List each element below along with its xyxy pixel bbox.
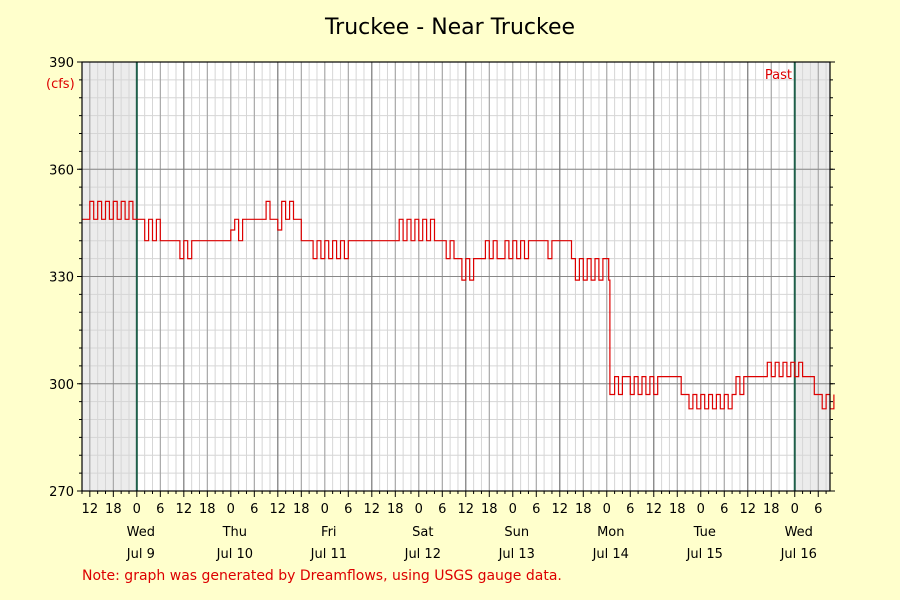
x-hour-label: 18 <box>763 502 780 517</box>
day-date-label: Jul 13 <box>498 547 535 562</box>
x-hour-label: 0 <box>133 502 141 517</box>
x-hour-label: 12 <box>270 502 287 517</box>
x-hour-label: 18 <box>199 502 216 517</box>
y-tick-label: 270 <box>49 485 74 500</box>
day-weekday-label: Fri <box>321 525 337 540</box>
day-date-label: Jul 15 <box>686 547 723 562</box>
x-hour-label: 12 <box>458 502 475 517</box>
day-weekday-label: Wed <box>127 525 155 540</box>
x-hour-label: 12 <box>176 502 193 517</box>
x-hour-label: 18 <box>293 502 310 517</box>
x-hour-label: 12 <box>739 502 756 517</box>
day-weekday-label: Sun <box>504 525 529 540</box>
x-hour-label: 0 <box>603 502 611 517</box>
x-hour-label: 0 <box>227 502 235 517</box>
flow-series-line-0 <box>82 200 835 410</box>
day-date-label: Jul 9 <box>126 547 155 562</box>
x-hour-label: 6 <box>250 502 258 517</box>
x-hour-label: 6 <box>814 502 822 517</box>
y-tick-label: 390 <box>49 56 74 71</box>
x-hour-label: 18 <box>669 502 686 517</box>
day-date-label: Jul 11 <box>310 547 347 562</box>
x-hour-label: 18 <box>481 502 498 517</box>
x-hour-label: 12 <box>645 502 662 517</box>
day-weekday-label: Sat <box>412 525 433 540</box>
y-tick-label: 360 <box>49 163 74 178</box>
x-hour-label: 6 <box>626 502 634 517</box>
x-hour-label: 0 <box>791 502 799 517</box>
day-date-label: Jul 14 <box>592 547 629 562</box>
x-hour-label: 6 <box>532 502 540 517</box>
x-hour-label: 12 <box>552 502 569 517</box>
x-hour-label: 0 <box>509 502 517 517</box>
x-hour-label: 18 <box>387 502 404 517</box>
x-hour-label: 18 <box>105 502 122 517</box>
y-unit-label: (cfs) <box>46 77 75 92</box>
x-hour-label: 6 <box>156 502 164 517</box>
day-date-label: Jul 10 <box>216 547 253 562</box>
footer-note: Note: graph was generated by Dreamflows,… <box>82 568 562 584</box>
y-tick-label: 330 <box>49 271 74 286</box>
x-hour-label: 18 <box>575 502 592 517</box>
now-marker-label: Past <box>765 68 792 83</box>
x-hour-label: 12 <box>364 502 381 517</box>
day-date-label: Jul 16 <box>780 547 817 562</box>
x-hour-label: 0 <box>415 502 423 517</box>
chart-title: Truckee - Near Truckee <box>324 15 575 40</box>
day-date-label: Jul 12 <box>404 547 441 562</box>
day-weekday-label: Wed <box>785 525 813 540</box>
x-hour-label: 12 <box>82 502 99 517</box>
x-hour-label: 6 <box>438 502 446 517</box>
x-hour-label: 0 <box>321 502 329 517</box>
day-weekday-label: Thu <box>222 525 247 540</box>
day-weekday-label: Mon <box>597 525 624 540</box>
x-hour-label: 0 <box>697 502 705 517</box>
x-hour-label: 6 <box>720 502 728 517</box>
x-hour-label: 6 <box>344 502 352 517</box>
day-weekday-label: Tue <box>693 525 716 540</box>
y-tick-label: 300 <box>49 378 74 393</box>
